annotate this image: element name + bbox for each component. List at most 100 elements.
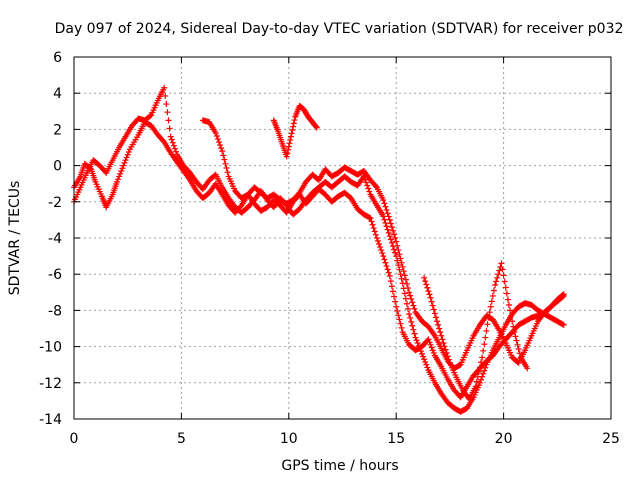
series-trace-e xyxy=(421,260,531,403)
data-point-marker xyxy=(496,267,503,274)
data-point-marker xyxy=(372,183,379,190)
data-point-marker xyxy=(509,318,516,325)
data-point-marker xyxy=(407,292,414,299)
data-point-marker xyxy=(116,173,123,180)
data-point-marker xyxy=(409,299,416,306)
data-point-marker xyxy=(403,300,410,307)
data-point-marker xyxy=(495,271,502,278)
data-point-marker xyxy=(382,203,389,210)
data-point-marker xyxy=(395,247,402,254)
data-point-marker xyxy=(384,210,391,217)
data-point-marker xyxy=(456,362,463,369)
data-point-marker xyxy=(285,143,292,150)
data-point-marker xyxy=(427,294,434,301)
data-point-marker xyxy=(369,221,376,228)
data-point-marker xyxy=(444,353,451,360)
data-point-marker xyxy=(480,347,487,354)
data-point-marker xyxy=(380,213,387,220)
data-point-marker xyxy=(283,153,290,160)
data-point-marker xyxy=(386,233,393,240)
data-point-marker xyxy=(403,280,410,287)
data-point-marker xyxy=(113,178,120,185)
data-point-marker xyxy=(165,117,172,124)
data-point-marker xyxy=(487,303,494,310)
data-point-marker xyxy=(222,160,229,167)
data-point-marker xyxy=(388,224,395,231)
data-point-marker xyxy=(430,349,437,356)
data-point-marker xyxy=(389,288,396,295)
data-point-marker xyxy=(428,298,435,305)
chart-title: Day 097 of 2024, Sidereal Day-to-day VTE… xyxy=(55,21,624,37)
data-point-marker xyxy=(394,308,401,315)
data-point-marker xyxy=(428,344,435,351)
data-point-marker xyxy=(392,249,399,256)
y-tick-label: -2 xyxy=(48,195,62,211)
x-tick-label: 20 xyxy=(495,431,513,447)
data-point-marker xyxy=(524,365,531,372)
y-tick-label: -6 xyxy=(48,267,62,283)
data-point-marker xyxy=(385,213,392,220)
data-point-marker xyxy=(290,123,297,130)
x-axis-label: GPS time / hours xyxy=(281,458,398,474)
data-point-marker xyxy=(397,255,404,262)
data-point-marker xyxy=(515,346,522,353)
data-point-marker xyxy=(381,200,388,207)
data-point-marker xyxy=(513,337,520,344)
data-point-marker xyxy=(382,219,389,226)
data-point-marker xyxy=(394,242,401,249)
data-point-marker xyxy=(212,130,219,137)
data-point-marker xyxy=(498,260,505,267)
data-point-marker xyxy=(391,293,398,300)
data-point-marker xyxy=(508,312,515,319)
data-point-marker xyxy=(421,274,428,281)
data-point-marker xyxy=(125,149,132,156)
data-point-marker xyxy=(295,190,302,197)
data-point-marker xyxy=(290,120,297,127)
data-point-marker xyxy=(504,296,511,303)
data-point-marker xyxy=(377,244,384,251)
data-point-marker xyxy=(476,364,483,371)
data-point-marker xyxy=(168,136,175,143)
data-point-marker xyxy=(392,235,399,241)
data-point-marker xyxy=(484,321,491,328)
data-point-marker xyxy=(429,302,436,309)
data-point-marker xyxy=(417,348,424,355)
data-point-marker xyxy=(512,333,519,340)
data-point-marker xyxy=(380,253,387,260)
data-point-marker xyxy=(289,127,296,134)
data-point-marker xyxy=(387,220,394,227)
data-point-marker xyxy=(489,292,496,299)
data-point-marker xyxy=(478,376,485,383)
data-point-marker xyxy=(516,350,523,357)
data-point-marker xyxy=(393,303,400,310)
data-point-marker xyxy=(387,278,394,285)
data-point-marker xyxy=(396,266,403,273)
data-point-marker xyxy=(376,241,383,248)
data-point-marker xyxy=(421,356,428,363)
data-point-marker xyxy=(501,278,508,285)
data-point-marker xyxy=(478,359,485,366)
data-point-marker xyxy=(367,215,374,222)
x-tick-label: 25 xyxy=(602,431,620,447)
data-point-marker xyxy=(385,229,392,236)
series-trace-d xyxy=(270,102,320,160)
data-point-marker xyxy=(442,346,449,353)
data-point-marker xyxy=(364,182,371,189)
data-point-marker xyxy=(121,159,128,166)
y-tick-label: -14 xyxy=(39,412,62,428)
data-point-marker xyxy=(425,336,432,343)
data-point-marker xyxy=(500,272,507,279)
data-point-marker xyxy=(510,323,517,330)
data-point-marker xyxy=(393,238,400,245)
data-point-marker xyxy=(388,239,395,246)
data-point-marker xyxy=(381,256,388,263)
data-point-marker xyxy=(430,306,437,313)
series-trace-c xyxy=(199,117,567,372)
data-point-marker xyxy=(559,321,566,328)
data-point-marker xyxy=(422,278,429,285)
data-point-marker xyxy=(388,283,395,290)
data-point-marker xyxy=(217,142,224,149)
data-point-marker xyxy=(398,275,405,282)
